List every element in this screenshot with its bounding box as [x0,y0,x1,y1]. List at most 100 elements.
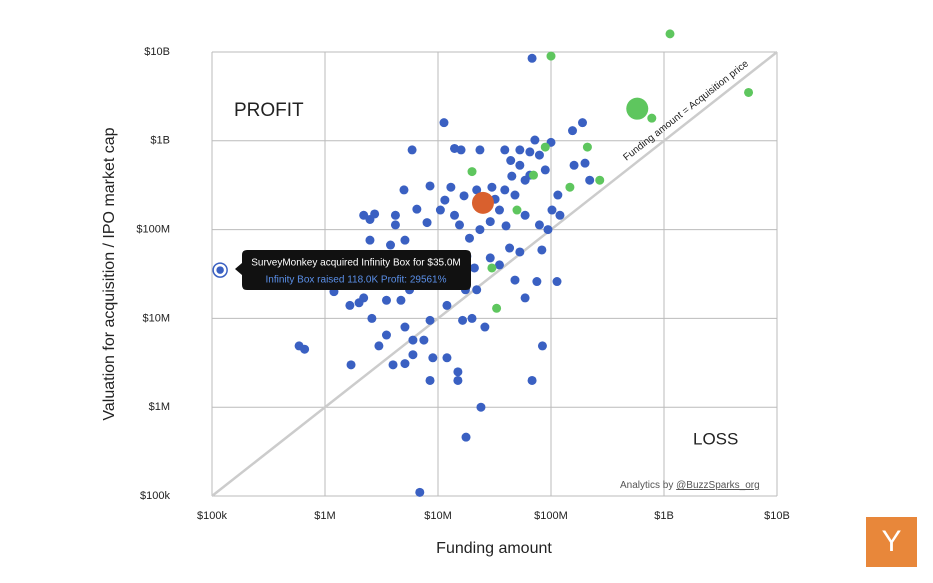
point [543,225,553,235]
point [552,277,562,287]
point [515,145,525,155]
point [528,170,538,180]
point [546,51,556,61]
highlight-ring [212,262,228,278]
point [453,367,463,377]
credit: Analytics by @BuzzSparks_org [620,480,760,491]
point [494,205,504,215]
point [525,147,535,157]
point [512,205,522,215]
point [453,375,463,385]
point [472,285,482,295]
point [412,204,422,214]
credit-handle: @BuzzSparks_org [676,480,760,491]
point [461,432,471,442]
credit-prefix: Analytics by [620,480,673,491]
y-tick-label: $1M [149,401,170,413]
point [569,160,579,170]
point [647,113,657,123]
point [407,145,417,155]
point [300,344,310,354]
point [475,225,485,235]
point [475,145,485,155]
point [580,158,590,168]
point [515,160,525,170]
point [400,235,410,245]
point [744,87,754,97]
reference-line [211,51,778,497]
region-label: PROFIT [234,100,304,121]
y-tick-label: $100M [136,224,170,236]
point [530,135,540,145]
point [537,341,547,351]
point [480,322,490,332]
point [626,97,649,120]
point [582,142,592,152]
point [469,263,479,273]
point [595,175,605,185]
point [381,295,391,305]
point [458,315,468,325]
point [510,190,520,200]
point [439,118,449,128]
point [505,243,515,253]
point [665,29,675,39]
point [485,217,495,227]
point [419,335,429,345]
point [540,165,550,175]
point [515,247,525,257]
point [455,220,465,230]
point [359,210,369,220]
point [425,375,435,385]
point [537,245,547,255]
point [520,210,530,220]
point [485,253,495,263]
point [400,322,410,332]
point [555,210,565,220]
point [450,210,460,220]
point [415,487,425,497]
point [388,360,398,370]
tooltip-title: SurveyMonkey acquired Infinity Box for $… [251,258,461,269]
point [400,359,410,369]
tooltip-detail: Infinity Box raised 118.0K Profit: 29561… [265,275,446,286]
point [471,191,494,214]
point [365,235,375,245]
x-tick-label: $1B [654,510,674,522]
point [459,191,469,201]
point [442,353,452,363]
point [359,293,369,303]
grid [211,51,778,497]
point [442,300,452,310]
logo-box [866,517,917,567]
point [408,350,418,360]
point [446,182,456,192]
point [464,233,474,243]
point [408,335,418,345]
point [374,341,384,351]
point [345,300,355,310]
point [577,118,587,128]
point [396,295,406,305]
tooltip: SurveyMonkey acquired Infinity Box for $… [235,250,471,290]
y-tick-label: $1B [150,135,170,147]
point [476,402,486,412]
y-tick-label: $100k [140,490,170,502]
point [547,205,557,215]
point [370,209,380,219]
x-tick-label: $10B [764,510,790,522]
point [425,181,435,191]
point [346,360,356,370]
point [492,303,502,313]
x-tick-label: $10M [424,510,452,522]
x-tick-label: $1M [314,510,335,522]
point [568,126,578,136]
point [520,293,530,303]
point [494,260,504,270]
y-tick-label: $10M [142,312,170,324]
point [532,277,542,287]
point [500,145,510,155]
point [390,210,400,220]
logo: Y [881,525,901,558]
